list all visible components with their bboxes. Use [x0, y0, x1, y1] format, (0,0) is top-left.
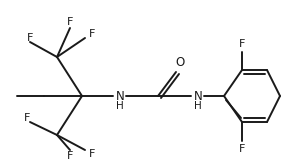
Text: F: F [239, 39, 245, 49]
Text: H: H [194, 101, 202, 111]
Text: F: F [24, 113, 30, 123]
Text: F: F [89, 149, 95, 159]
Text: N: N [194, 90, 202, 102]
Text: O: O [175, 57, 185, 70]
Text: F: F [67, 17, 73, 27]
Text: F: F [67, 151, 73, 161]
Text: F: F [89, 29, 95, 39]
Text: N: N [116, 90, 124, 102]
Text: F: F [27, 33, 33, 43]
Text: H: H [116, 101, 124, 111]
Text: F: F [239, 144, 245, 154]
